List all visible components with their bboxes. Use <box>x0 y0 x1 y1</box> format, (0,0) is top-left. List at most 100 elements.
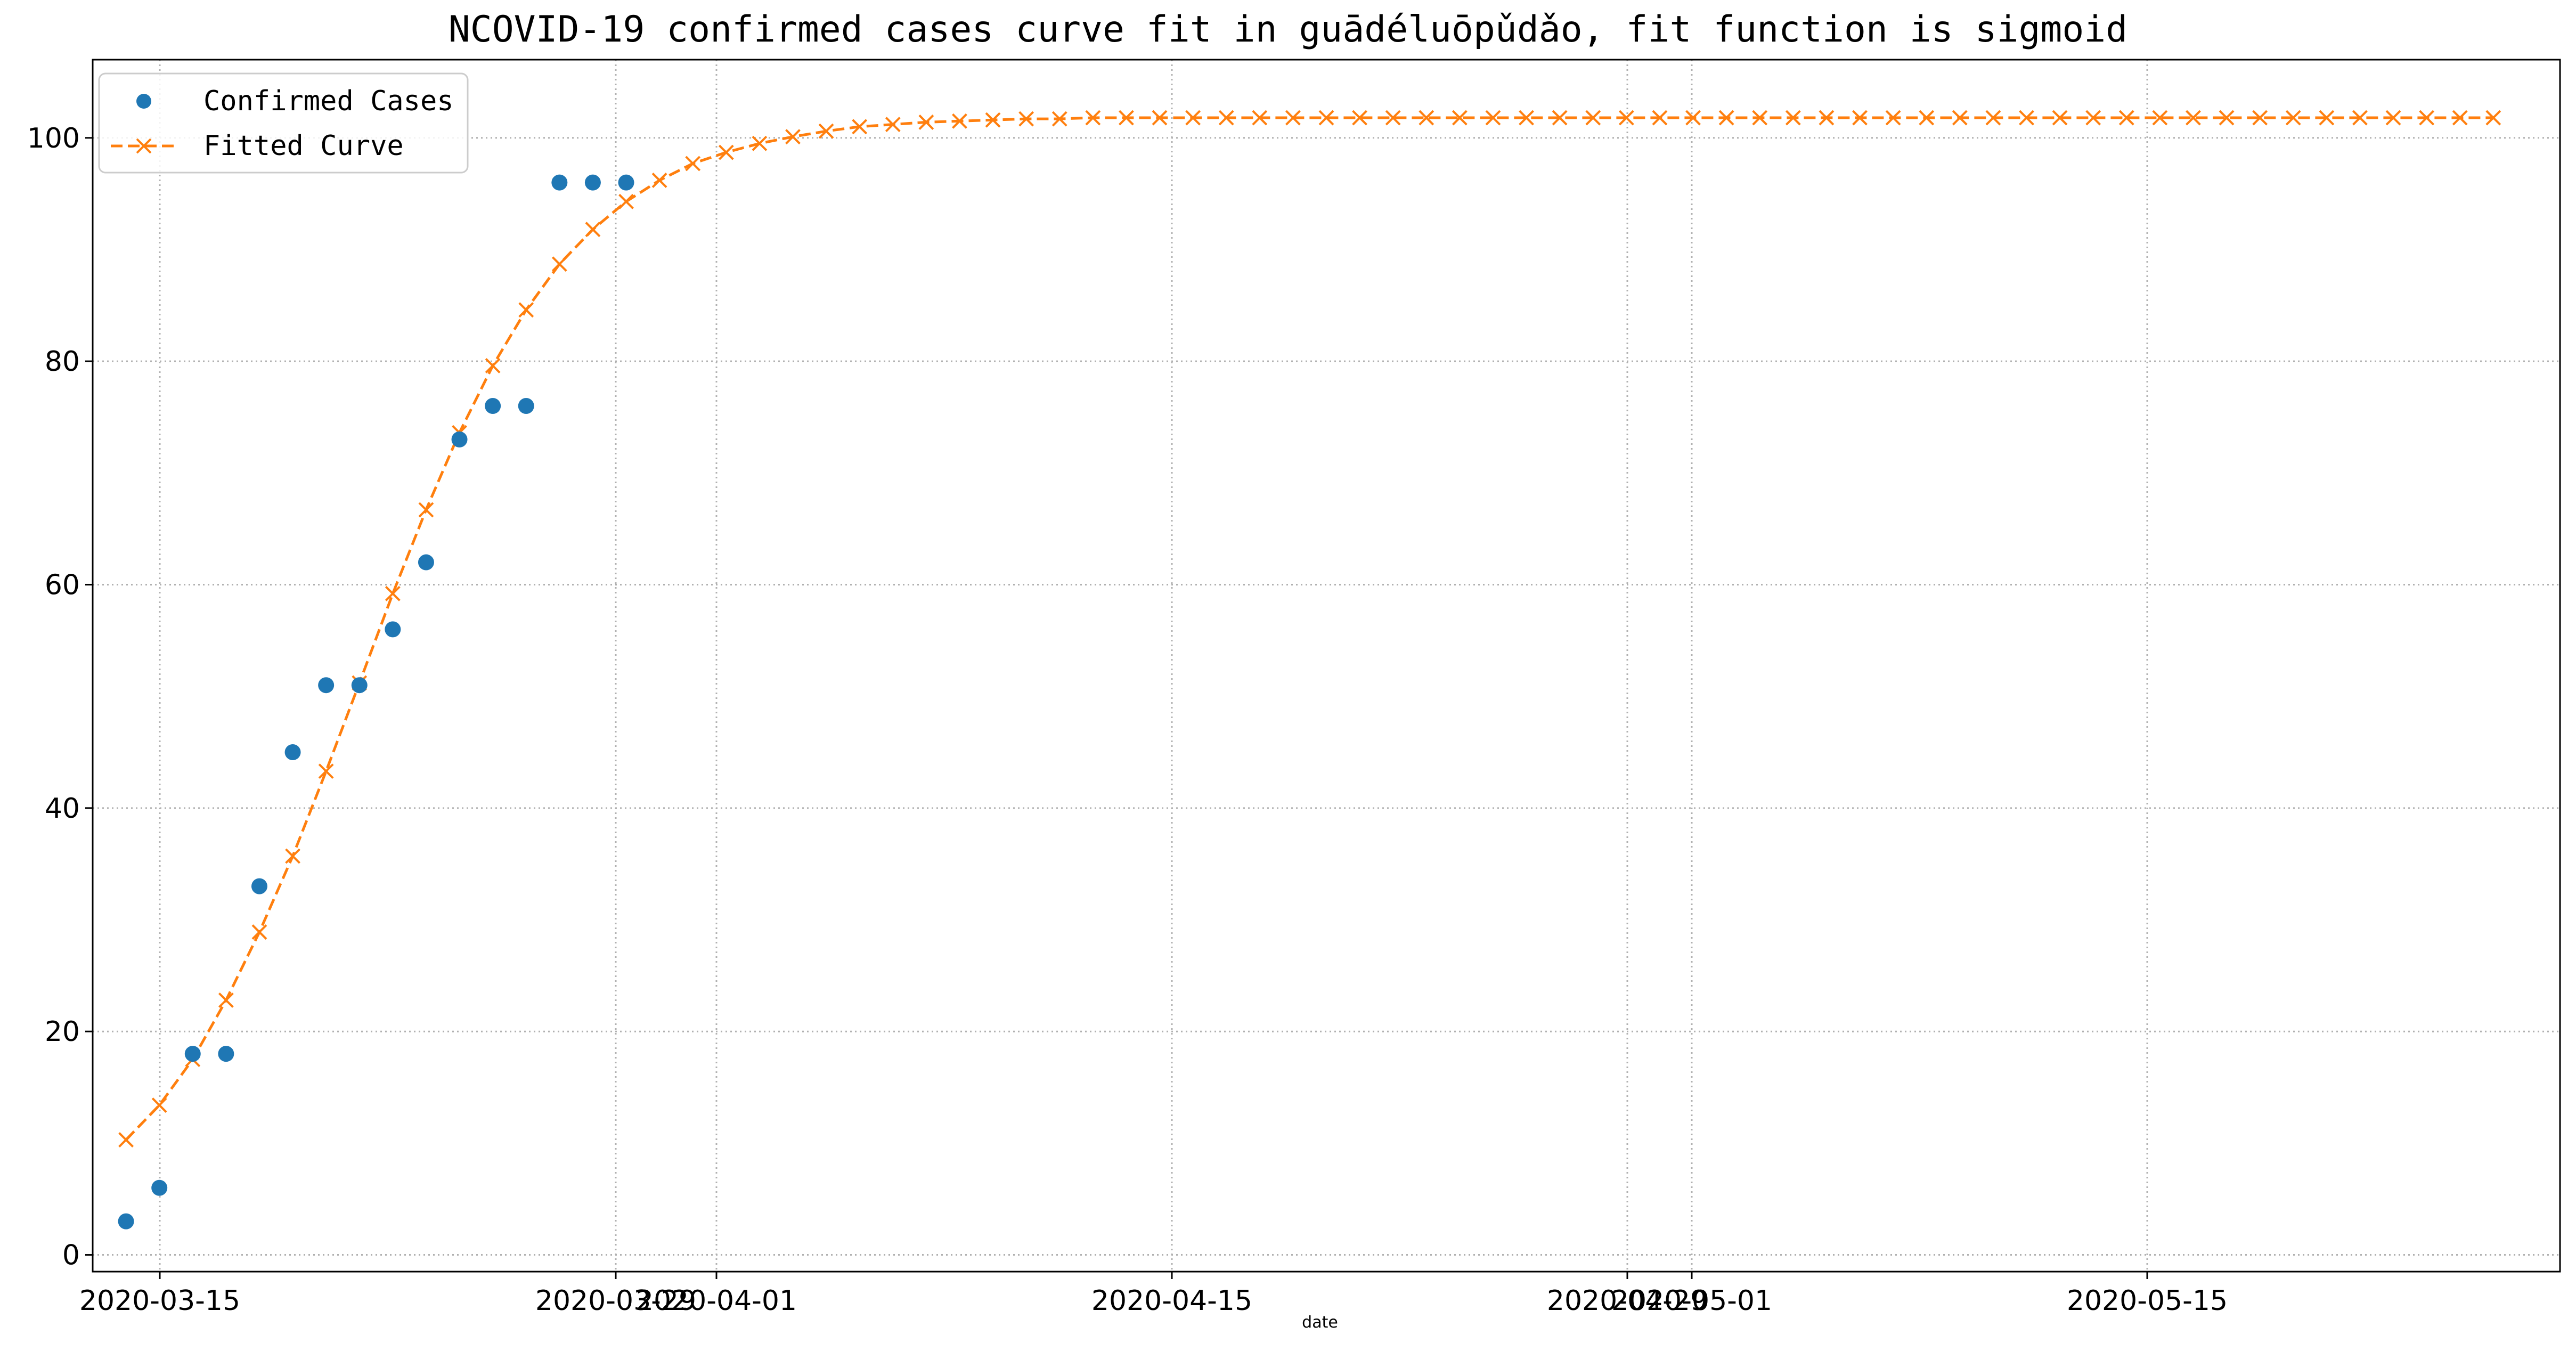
fitted-curve-point <box>1018 111 1034 127</box>
confirmed-case-point <box>184 1046 201 1062</box>
x-marker-stroke <box>151 1097 167 1113</box>
x-marker-stroke <box>2152 110 2168 126</box>
x-marker-stroke <box>1852 110 1868 126</box>
fitted-curve-point <box>1452 110 1468 126</box>
x-marker-stroke <box>651 173 667 188</box>
x-marker-stroke <box>518 302 534 318</box>
y-tick-label: 100 <box>27 123 80 154</box>
confirmed-case-point <box>251 878 267 894</box>
fitted-curve-point <box>285 848 300 864</box>
fitted-curve-point <box>1252 110 1268 126</box>
x-marker-stroke <box>785 129 801 145</box>
x-marker-stroke <box>285 848 300 864</box>
fitted-curve-point <box>1685 110 1701 126</box>
x-marker-stroke <box>2052 110 2068 126</box>
fitted-curve-point <box>585 222 601 238</box>
legend-marker-confirmed-cases <box>136 94 151 109</box>
x-marker-stroke <box>2019 110 2034 126</box>
x-marker-stroke <box>1018 111 1034 127</box>
x-marker-stroke <box>1985 110 2001 126</box>
x-tick-label: 2020-03-15 <box>79 1285 240 1317</box>
confirmed-case-point <box>151 1179 168 1196</box>
y-tick-label: 0 <box>62 1240 80 1272</box>
x-marker-stroke <box>1119 110 1134 126</box>
fitted-curve-point <box>2285 110 2301 126</box>
fitted-curve-point <box>551 256 567 272</box>
x-marker-stroke <box>618 193 634 209</box>
fitted-curve-point <box>1152 110 1168 126</box>
fitted-curve-point <box>2219 110 2235 126</box>
plot-area <box>118 110 2501 1230</box>
x-marker-stroke <box>1919 110 1935 126</box>
x-marker-stroke <box>2219 110 2235 126</box>
x-marker-stroke <box>1885 110 1901 126</box>
x-marker-stroke <box>885 117 901 133</box>
fitted-curve-point <box>1485 110 1501 126</box>
x-marker-stroke <box>118 1132 134 1147</box>
x-marker-stroke <box>2352 110 2368 126</box>
fitted-curve-point <box>385 585 401 601</box>
x-marker-stroke <box>852 119 868 135</box>
fitted-curve-point <box>1285 110 1301 126</box>
fitted-curve-point <box>2152 110 2168 126</box>
x-marker-stroke <box>1318 110 1334 126</box>
fitted-curve-point <box>1519 110 1534 126</box>
confirmed-case-point <box>618 174 634 191</box>
x-marker-stroke <box>1785 110 1801 126</box>
fitted-curve-point <box>1552 110 1568 126</box>
fitted-curve-point <box>2485 110 2501 126</box>
x-marker-stroke <box>685 156 701 172</box>
confirmed-case-point <box>118 1213 134 1230</box>
x-marker-stroke <box>1652 110 1668 126</box>
fitted-curve-point <box>2085 110 2101 126</box>
fitted-curve-point <box>1385 110 1401 126</box>
confirmed-case-point <box>284 744 301 760</box>
x-marker-stroke <box>1718 110 1734 126</box>
y-tick-label: 80 <box>45 346 80 378</box>
fitted-curve-point <box>1985 110 2001 126</box>
x-tick-label: 2020-04-01 <box>636 1285 797 1317</box>
x-marker-stroke <box>2319 110 2335 126</box>
x-tick-label: 2020-04-15 <box>1091 1285 1252 1317</box>
fitted-curve-point <box>318 763 334 779</box>
fitted-curve-point <box>685 156 701 172</box>
fitted-curve-point <box>1352 110 1368 126</box>
fitted-curve-point <box>1819 110 1835 126</box>
fitted-curve-point <box>218 992 234 1008</box>
plot-frame <box>92 59 2561 1273</box>
x-marker-stroke <box>485 358 501 373</box>
fitted-curve-point <box>118 1132 134 1147</box>
fitted-curve-point <box>1618 110 1634 126</box>
fitted-curve-point <box>485 358 501 373</box>
x-marker-stroke <box>2385 110 2401 126</box>
fitted-curve-point <box>885 117 901 133</box>
x-marker-stroke <box>1051 111 1067 127</box>
x-marker-stroke <box>1685 110 1701 126</box>
x-marker-stroke <box>1585 110 1601 126</box>
x-marker-stroke <box>718 144 734 160</box>
x-marker-stroke <box>1385 110 1401 126</box>
fitted-curve-point <box>151 1097 167 1113</box>
legend-label-confirmed-cases: Confirmed Cases <box>203 85 454 117</box>
fitted-curve-point <box>1585 110 1601 126</box>
x-marker-stroke <box>1419 110 1434 126</box>
fitted-curve-point <box>1752 110 1768 126</box>
fitted-curve-point <box>1785 110 1801 126</box>
confirmed-case-point <box>418 554 434 571</box>
fitted-curve-point <box>1652 110 1668 126</box>
x-marker-stroke <box>918 115 934 130</box>
fitted-curve-point <box>1852 110 1868 126</box>
x-marker-stroke <box>1252 110 1268 126</box>
x-marker-stroke <box>251 924 267 940</box>
fitted-curve-point <box>785 129 801 145</box>
chart-title: NCOVID-19 confirmed cases curve fit in g… <box>449 9 2127 51</box>
x-tick-label: 2020-05-15 <box>2067 1285 2228 1317</box>
x-marker-stroke <box>752 135 768 151</box>
x-marker-stroke <box>2285 110 2301 126</box>
x-marker-stroke <box>2085 110 2101 126</box>
x-marker-stroke <box>385 585 401 601</box>
grid <box>93 60 2560 1272</box>
fitted-curve-point <box>251 924 267 940</box>
confirmed-case-point <box>485 398 501 414</box>
